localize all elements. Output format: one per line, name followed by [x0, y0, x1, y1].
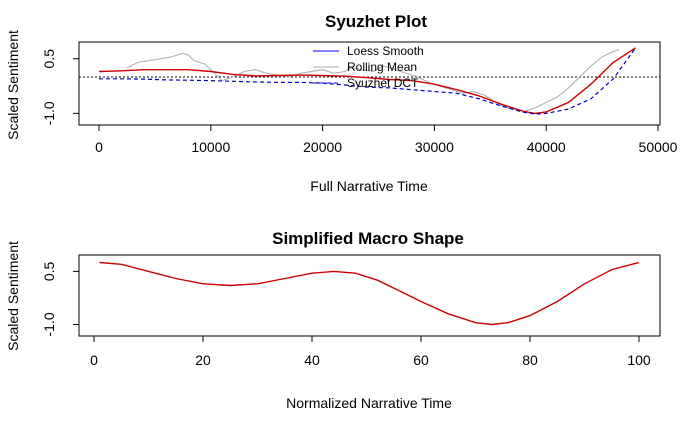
x-tick-label: 40000 — [527, 139, 566, 155]
series-line-macro-shape — [99, 261, 640, 326]
syuzhet-plot-frame — [78, 41, 661, 126]
macro-shape-frame — [78, 254, 661, 337]
syuzhet-plot-series — [98, 47, 637, 115]
series-line-loess-smooth — [98, 47, 636, 115]
x-tick-label: 0 — [95, 139, 103, 155]
syuzhet-plot-title: Syuzhet Plot — [325, 12, 427, 31]
macro-shape-y-axis: -1.0 0.5 — [41, 261, 79, 337]
macro-shape-xlabel: Normalized Narrative Time — [286, 395, 452, 411]
macro-shape-series — [99, 261, 640, 326]
legend-label: Rolling Mean — [347, 60, 417, 74]
macro-shape-panel: Simplified Macro Shape Normalized Narrat… — [5, 229, 661, 411]
x-tick-label: 40 — [304, 352, 320, 368]
syuzhet-plot-x-axis: 0 10000 20000 30000 40000 50000 — [95, 125, 678, 155]
syuzhet-plot-ylabel: Scaled Sentiment — [5, 30, 21, 140]
syuzhet-plot-legend: Loess Smooth Rolling Mean Syuzhet DCT — [313, 44, 424, 90]
legend-label: Loess Smooth — [347, 44, 424, 58]
y-tick-label: -1.0 — [41, 312, 57, 336]
macro-shape-x-axis: 0 20 40 60 80 100 — [90, 336, 651, 368]
syuzhet-plot-panel: Syuzhet Plot Full Narrative Time Scaled … — [5, 12, 678, 194]
macro-shape-ylabel: Scaled Sentiment — [5, 241, 21, 351]
syuzhet-plot-y-axis: -1.0 0.5 — [41, 49, 79, 125]
series-line-syuzhet-dct — [99, 47, 637, 115]
x-tick-label: 10000 — [191, 139, 230, 155]
y-tick-label: 0.5 — [41, 261, 57, 281]
macro-shape-title: Simplified Macro Shape — [272, 229, 464, 248]
x-tick-label: 30000 — [415, 139, 454, 155]
legend-label: Syuzhet DCT — [347, 76, 419, 90]
x-tick-label: 50000 — [639, 139, 678, 155]
syuzhet-plot-xlabel: Full Narrative Time — [310, 178, 428, 194]
x-tick-label: 20 — [195, 352, 211, 368]
x-tick-label: 100 — [627, 352, 651, 368]
x-tick-label: 60 — [413, 352, 429, 368]
y-tick-label: -1.0 — [41, 101, 57, 125]
x-tick-label: 0 — [90, 352, 98, 368]
y-tick-label: 0.5 — [41, 49, 57, 69]
series-line-rolling-mean — [126, 49, 620, 113]
x-tick-label: 80 — [522, 352, 538, 368]
x-tick-label: 20000 — [303, 139, 342, 155]
